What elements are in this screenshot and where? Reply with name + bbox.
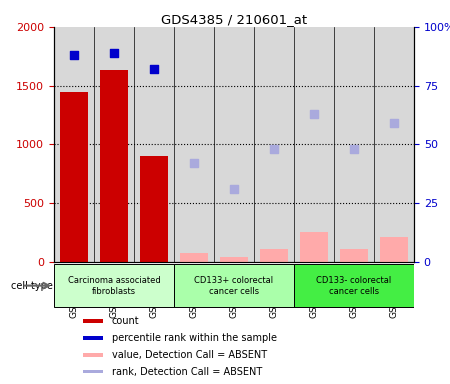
FancyBboxPatch shape	[174, 265, 294, 307]
Point	[110, 50, 117, 56]
FancyBboxPatch shape	[294, 265, 414, 307]
Bar	[340, 248, 368, 262]
Point	[190, 160, 198, 166]
Point	[351, 146, 358, 152]
Point	[70, 52, 77, 58]
Bar	[220, 257, 248, 262]
Bar	[83, 370, 103, 374]
Bar	[83, 353, 103, 357]
Bar	[380, 237, 408, 262]
Point	[230, 186, 238, 192]
Bar	[100, 70, 128, 262]
Bar	[180, 253, 208, 262]
Text: value, Detection Call = ABSENT: value, Detection Call = ABSENT	[112, 350, 267, 360]
FancyBboxPatch shape	[54, 265, 174, 307]
Text: percentile rank within the sample: percentile rank within the sample	[112, 333, 277, 343]
Title: GDS4385 / 210601_at: GDS4385 / 210601_at	[161, 13, 307, 26]
Bar	[140, 156, 168, 262]
Point	[270, 146, 278, 152]
Bar	[60, 91, 88, 262]
Text: cell type: cell type	[11, 281, 53, 291]
Bar	[300, 232, 328, 262]
Point	[150, 66, 158, 72]
Text: Carcinoma associated
fibroblasts: Carcinoma associated fibroblasts	[68, 276, 160, 296]
Bar	[83, 319, 103, 323]
Point	[391, 120, 398, 126]
Text: rank, Detection Call = ABSENT: rank, Detection Call = ABSENT	[112, 367, 262, 377]
Bar	[83, 336, 103, 340]
Text: count: count	[112, 316, 139, 326]
Text: CD133+ colorectal
cancer cells: CD133+ colorectal cancer cells	[194, 276, 274, 296]
Text: CD133- colorectal
cancer cells: CD133- colorectal cancer cells	[316, 276, 392, 296]
Bar	[260, 248, 288, 262]
Point	[310, 111, 318, 117]
